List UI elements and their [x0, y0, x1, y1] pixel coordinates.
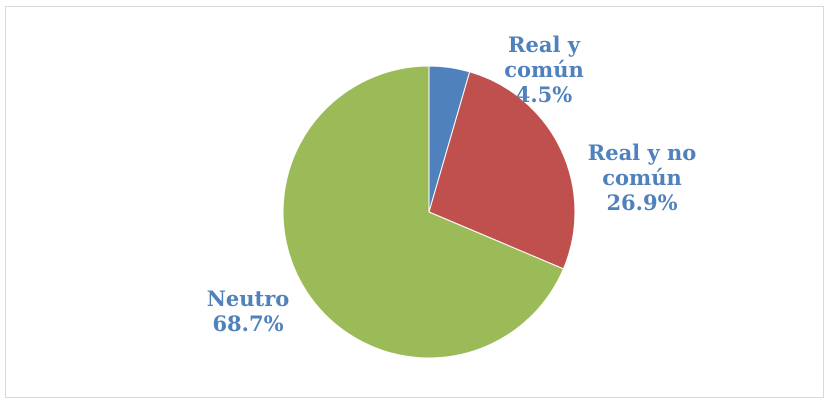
pie-slices	[282, 65, 576, 359]
slice-label-0: Real y común 4.5%	[504, 32, 584, 107]
slice-label-2: Neutro 68.7%	[207, 286, 290, 336]
slice-label-1: Real y no común 26.9%	[588, 140, 697, 215]
pie-slice-1	[428, 71, 576, 270]
pie-labels: Real y común 4.5%Real y no común 26.9% Neutro…	[207, 32, 697, 336]
pie-slice-2	[282, 65, 565, 359]
